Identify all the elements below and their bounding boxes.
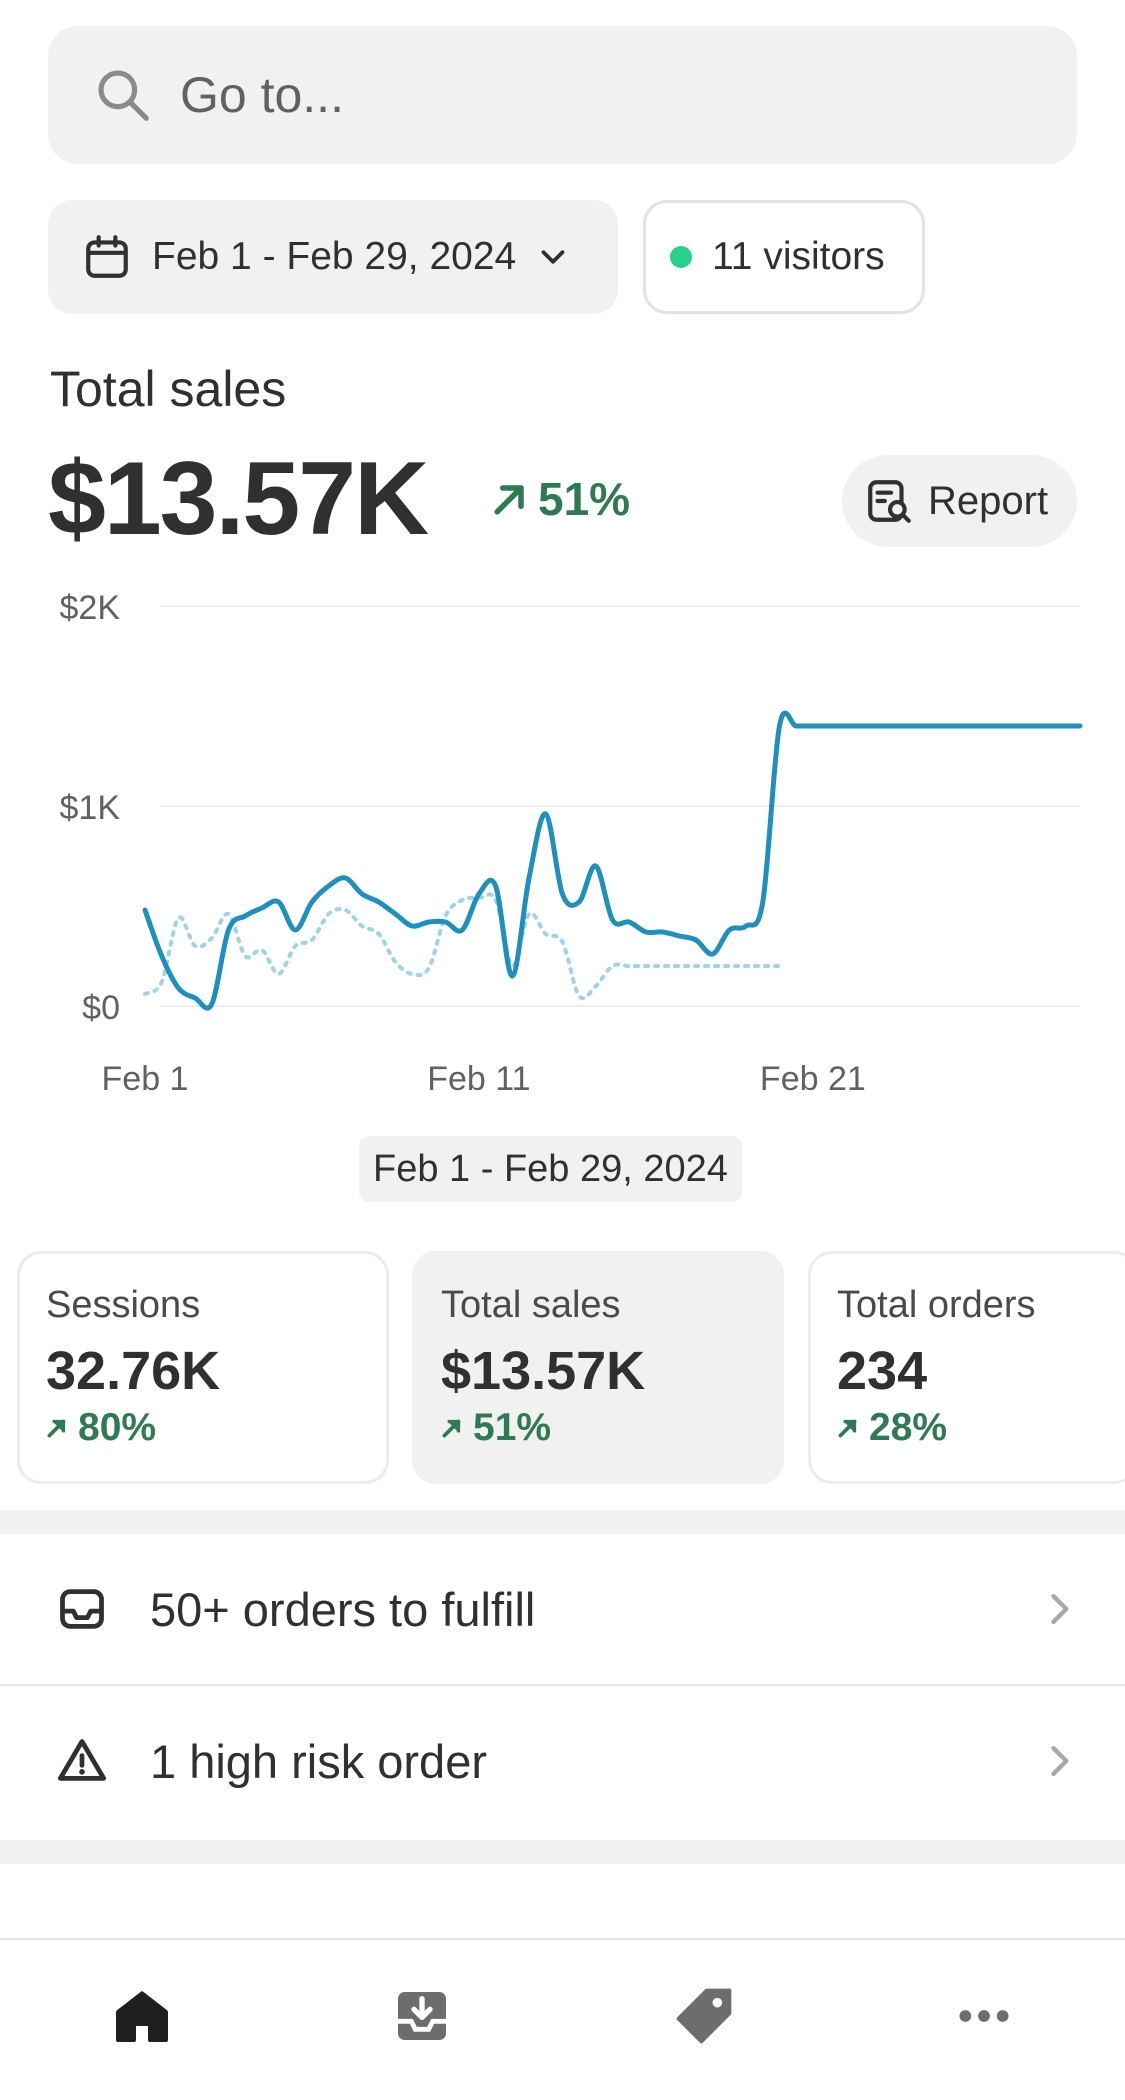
products-tag-icon[interactable] xyxy=(672,1984,736,2048)
live-status-dot xyxy=(670,246,692,268)
report-button[interactable]: Report xyxy=(842,455,1077,547)
home-icon[interactable] xyxy=(110,1984,174,2048)
calendar-icon xyxy=(86,235,128,278)
y-tick-label: $2K xyxy=(60,589,121,627)
bottom-navigation xyxy=(0,1938,1125,2100)
metric-change-value: 51% xyxy=(473,1406,552,1449)
x-tick-label: Feb 1 xyxy=(102,1060,189,1098)
orders-icon[interactable] xyxy=(390,1984,454,2048)
chevron-right-icon xyxy=(1051,1593,1069,1625)
report-label: Report xyxy=(928,478,1049,523)
metric-label: Total orders xyxy=(837,1284,1036,1326)
chart-range-label: Feb 1 - Feb 29, 2024 xyxy=(359,1136,742,1202)
total-sales-value: $13.57K xyxy=(48,441,429,557)
metric-value: 32.76K xyxy=(46,1341,221,1401)
visitors-label: 11 visitors xyxy=(712,235,885,278)
metric-change: 80% xyxy=(44,1406,156,1450)
inbox-icon xyxy=(60,1589,104,1629)
total-sales-title: Total sales xyxy=(50,361,287,417)
high-risk-order-row[interactable]: 1 high risk order xyxy=(0,1686,1125,1836)
metric-change: 28% xyxy=(835,1406,947,1450)
chevron-down-icon xyxy=(541,250,565,264)
search-icon xyxy=(98,70,149,121)
x-tick-label: Feb 21 xyxy=(760,1060,866,1098)
comparison-series-line xyxy=(143,892,782,1001)
arrow-up-right-icon xyxy=(838,1419,857,1438)
metric-change: 51% xyxy=(439,1406,551,1450)
metric-label: Sessions xyxy=(46,1284,201,1326)
orders-to-fulfill-row[interactable]: 50+ orders to fulfill xyxy=(0,1534,1125,1684)
date-range-label: Feb 1 - Feb 29, 2024 xyxy=(152,235,517,278)
metric-value: 234 xyxy=(837,1341,928,1401)
y-tick-label: $1K xyxy=(60,789,121,827)
total-sales-change: 51% xyxy=(488,472,630,526)
metric-change-value: 28% xyxy=(869,1406,948,1449)
metric-value: $13.57K xyxy=(441,1341,646,1401)
more-icon[interactable] xyxy=(952,1984,1016,2048)
y-tick-label: $0 xyxy=(82,989,120,1027)
x-tick-label: Feb 11 xyxy=(427,1060,530,1098)
date-range-button[interactable]: Feb 1 - Feb 29, 2024 xyxy=(48,200,618,314)
sales-line-chart: $2K $1K $0 Feb 1 Feb 11 Feb 21 xyxy=(60,589,1083,1098)
search-bar[interactable]: Go to... xyxy=(48,26,1077,164)
warning-icon xyxy=(57,1739,107,1781)
chevron-right-icon xyxy=(1051,1745,1069,1777)
row-divider xyxy=(0,1684,1125,1686)
metric-label: Total sales xyxy=(441,1284,621,1326)
orders-to-fulfill-label: 50+ orders to fulfill xyxy=(150,1582,536,1636)
section-separator xyxy=(0,1840,1125,1864)
report-search-icon xyxy=(868,480,911,523)
high-risk-order-label: 1 high risk order xyxy=(150,1734,487,1788)
metric-card-sessions[interactable]: Sessions 32.76K 80% xyxy=(17,1251,389,1484)
metric-change-value: 80% xyxy=(78,1406,157,1449)
arrow-up-right-icon xyxy=(442,1419,461,1438)
metric-card-total-sales[interactable]: Total sales $13.57K 51% xyxy=(412,1251,784,1484)
section-separator xyxy=(0,1510,1125,1534)
search-placeholder: Go to... xyxy=(180,67,344,123)
arrow-up-right-icon xyxy=(47,1419,66,1438)
arrow-up-right-icon xyxy=(494,485,524,515)
metric-card-total-orders[interactable]: Total orders 234 28% xyxy=(808,1251,1125,1484)
sales-series-line xyxy=(142,710,1083,1011)
live-visitors-button[interactable]: 11 visitors xyxy=(643,200,925,314)
total-sales-change-value: 51% xyxy=(538,473,631,525)
